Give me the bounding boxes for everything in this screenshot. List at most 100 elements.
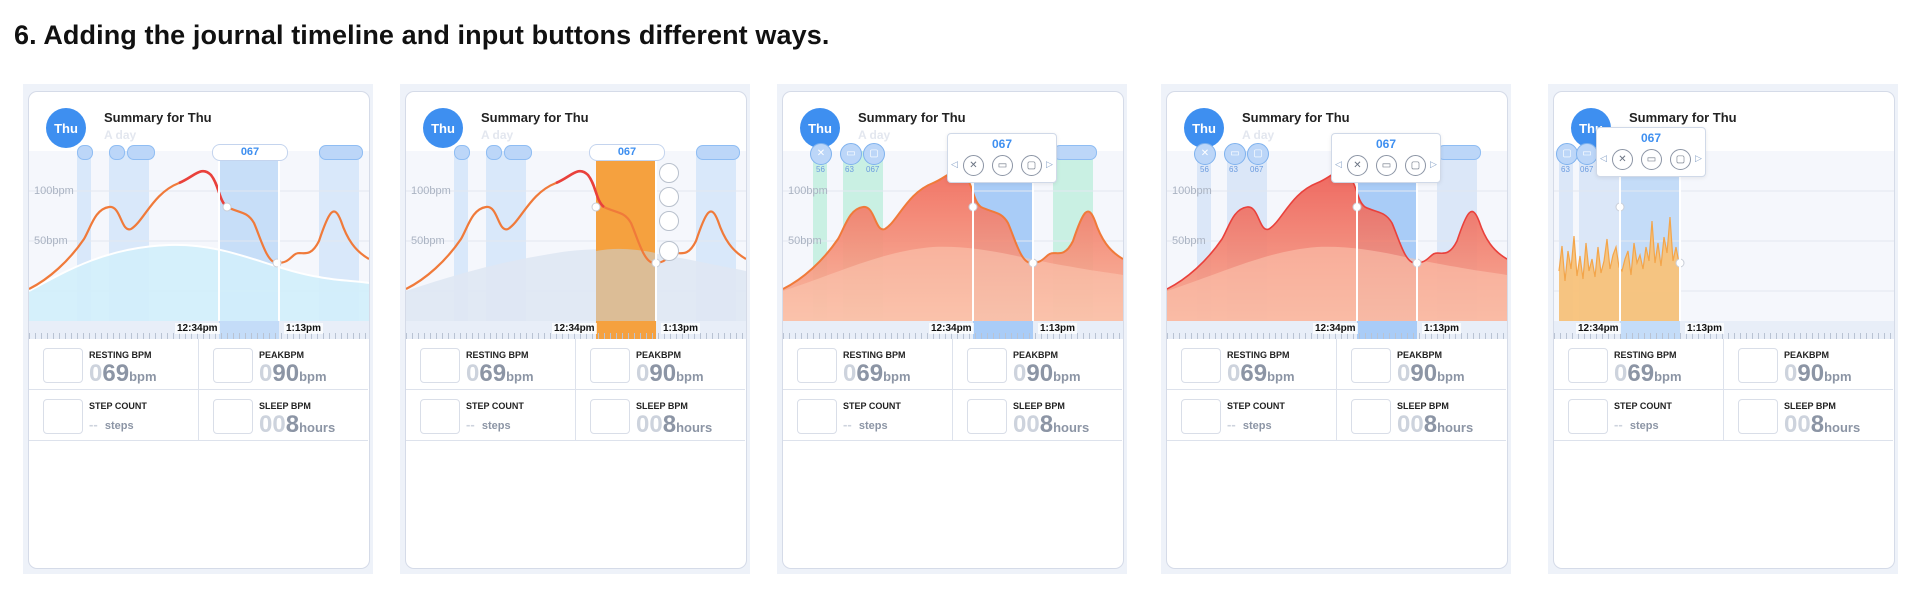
journal-marker[interactable]	[504, 145, 532, 160]
summary-title: Summary for Thu	[1629, 110, 1737, 125]
day-avatar[interactable]: Thu	[1184, 108, 1224, 148]
stat-step-count[interactable]: STEP COUNT -- steps	[1554, 390, 1724, 441]
pill-icon[interactable]: ▭	[1576, 143, 1598, 165]
stat-sleep[interactable]: SLEEP BPM 008hours	[576, 390, 745, 441]
heart-rate-chart[interactable]: ✕ ▭ ▢ 56 63 067 067 ◁ ✕ ▭ ▢ ▷ 100bpm 50b…	[783, 133, 1123, 321]
stat-icon-box	[1351, 348, 1391, 383]
stat-peak-bpm[interactable]: PEAKBPM 090bpm	[199, 339, 368, 390]
cup-icon[interactable]: ▢	[1556, 143, 1578, 165]
next-arrow-icon[interactable]: ▷	[1430, 159, 1437, 169]
fork-knife-icon[interactable]: ✕	[1194, 143, 1216, 165]
cup-icon[interactable]	[659, 211, 679, 231]
cup-icon[interactable]: ▢	[1670, 149, 1691, 170]
selected-value-tab[interactable]: 067	[212, 144, 288, 161]
journal-marker[interactable]	[454, 145, 470, 160]
fork-knife-icon[interactable]: ✕	[963, 155, 984, 176]
journal-marker[interactable]	[1053, 145, 1097, 160]
journal-marker[interactable]	[696, 145, 740, 160]
day-avatar[interactable]: Thu	[800, 108, 840, 148]
prev-arrow-icon[interactable]: ◁	[951, 159, 958, 169]
prev-arrow-icon[interactable]: ◁	[1600, 153, 1607, 163]
stat-icon-box	[1351, 399, 1391, 434]
stat-peak-bpm[interactable]: PEAKBPM 090bpm	[953, 339, 1122, 390]
stat-peak-bpm[interactable]: PEAKBPM 090bpm	[576, 339, 745, 390]
time-end: 1:13pm	[284, 323, 324, 334]
heart-rate-chart[interactable]: ✕ ▭ ▢ 56 63 067 067 ◁ ✕ ▭ ▢ ▷ 100bpm 50b…	[1167, 133, 1507, 321]
pill-icon[interactable]: ▭	[992, 155, 1013, 176]
stat-value: -- steps	[89, 417, 134, 432]
stat-resting-bpm[interactable]: RESTING BPM 069bpm	[1554, 339, 1724, 390]
heart-rate-graph	[406, 151, 746, 321]
journal-input-popup[interactable]: 067 ◁ ✕ ▭ ▢ ▷	[1331, 133, 1441, 183]
stat-sleep[interactable]: SLEEP BPM 008hours	[1337, 390, 1506, 441]
stat-value: 090bpm	[1013, 360, 1081, 387]
summary-title: Summary for Thu	[858, 110, 966, 125]
selected-value-tab[interactable]: 067	[589, 144, 665, 161]
stat-resting-bpm[interactable]: RESTING BPM 069bpm	[783, 339, 953, 390]
stat-peak-bpm[interactable]: PEAKBPM 090bpm	[1724, 339, 1893, 390]
journal-input-popup[interactable]: 067 ◁ ✕ ▭ ▢ ▷	[947, 133, 1057, 183]
journal-marker[interactable]	[127, 145, 155, 160]
journal-timeline[interactable]: 12:34pm 1:13pm	[1167, 321, 1507, 339]
pill-icon[interactable]: ▭	[1224, 143, 1246, 165]
cup-icon[interactable]: ▢	[863, 143, 885, 165]
stat-icon-box	[420, 348, 460, 383]
journal-marker[interactable]	[109, 145, 125, 160]
stat-value: 069bpm	[1614, 360, 1682, 387]
circle-icon[interactable]	[659, 241, 679, 261]
next-arrow-icon[interactable]: ▷	[1046, 159, 1053, 169]
stat-resting-bpm[interactable]: RESTING BPM 069bpm	[406, 339, 576, 390]
stat-resting-bpm[interactable]: RESTING BPM 069bpm	[1167, 339, 1337, 390]
fork-knife-icon[interactable]: ✕	[1612, 149, 1633, 170]
heart-rate-chart[interactable]: 067 100bpm 50bpm	[406, 144, 746, 321]
stat-resting-bpm[interactable]: RESTING BPM 069bpm	[29, 339, 199, 390]
heart-rate-chart[interactable]: ▢ ▭ 63 067 067 ◁ ✕ ▭ ▢ ▷	[1554, 127, 1894, 321]
stat-step-count[interactable]: STEP COUNT -- steps	[783, 390, 953, 441]
journal-marker[interactable]	[319, 145, 363, 160]
fork-knife-icon[interactable]	[659, 163, 679, 183]
cup-icon[interactable]: ▢	[1247, 143, 1269, 165]
stat-label: PEAKBPM	[636, 350, 682, 360]
journal-marker[interactable]	[1437, 145, 1481, 160]
journal-timeline[interactable]: 12:34pm 1:13pm	[406, 321, 746, 339]
variant-panel-1: Thu Summary for Thu A day	[23, 84, 373, 574]
stat-step-count[interactable]: STEP COUNT -- steps	[1167, 390, 1337, 441]
cup-icon[interactable]: ▢	[1021, 155, 1042, 176]
journal-input-popup[interactable]: 067 ◁ ✕ ▭ ▢ ▷	[1596, 127, 1706, 177]
stat-icon-box	[967, 399, 1007, 434]
next-arrow-icon[interactable]: ▷	[1695, 153, 1702, 163]
stat-value: -- steps	[466, 417, 511, 432]
stat-value: 069bpm	[89, 360, 157, 387]
cup-icon[interactable]: ▢	[1405, 155, 1426, 176]
day-avatar[interactable]: Thu	[46, 108, 86, 148]
stat-step-count[interactable]: STEP COUNT -- steps	[406, 390, 576, 441]
stat-icon-box	[1181, 399, 1221, 434]
stat-sleep[interactable]: SLEEP BPM 008hours	[953, 390, 1122, 441]
variant-panel-2: Thu Summary for Thu A day	[400, 84, 750, 574]
pill-icon[interactable]: ▭	[1641, 149, 1662, 170]
stat-step-count[interactable]: STEP COUNT -- steps	[29, 390, 199, 441]
pill-icon[interactable]: ▭	[840, 143, 862, 165]
stat-peak-bpm[interactable]: PEAKBPM 090bpm	[1337, 339, 1506, 390]
journal-marker[interactable]	[77, 145, 93, 160]
stat-label: STEP COUNT	[89, 401, 147, 411]
summary-subtitle: A day	[858, 128, 891, 142]
marker-label: 067	[1580, 165, 1594, 174]
journal-timeline[interactable]: 12:34pm 1:13pm	[29, 321, 369, 339]
pill-icon[interactable]	[659, 187, 679, 207]
stat-sleep[interactable]: SLEEP BPM 008hours	[199, 390, 368, 441]
stat-value: 008hours	[636, 411, 713, 438]
popup-value: 067	[991, 137, 1013, 151]
journal-marker[interactable]	[486, 145, 502, 160]
fork-knife-icon[interactable]: ✕	[1347, 155, 1368, 176]
time-end: 1:13pm	[1685, 323, 1725, 334]
heart-rate-chart[interactable]: 067 100bpm 50bpm	[29, 144, 369, 321]
stat-sleep[interactable]: SLEEP BPM 008hours	[1724, 390, 1893, 441]
stat-label: STEP COUNT	[466, 401, 524, 411]
prev-arrow-icon[interactable]: ◁	[1335, 159, 1342, 169]
fork-knife-icon[interactable]: ✕	[810, 143, 832, 165]
journal-timeline[interactable]: 12:34pm 1:13pm	[1554, 321, 1894, 339]
day-avatar[interactable]: Thu	[423, 108, 463, 148]
pill-icon[interactable]: ▭	[1376, 155, 1397, 176]
journal-timeline[interactable]: 12:34pm 1:13pm	[783, 321, 1123, 339]
